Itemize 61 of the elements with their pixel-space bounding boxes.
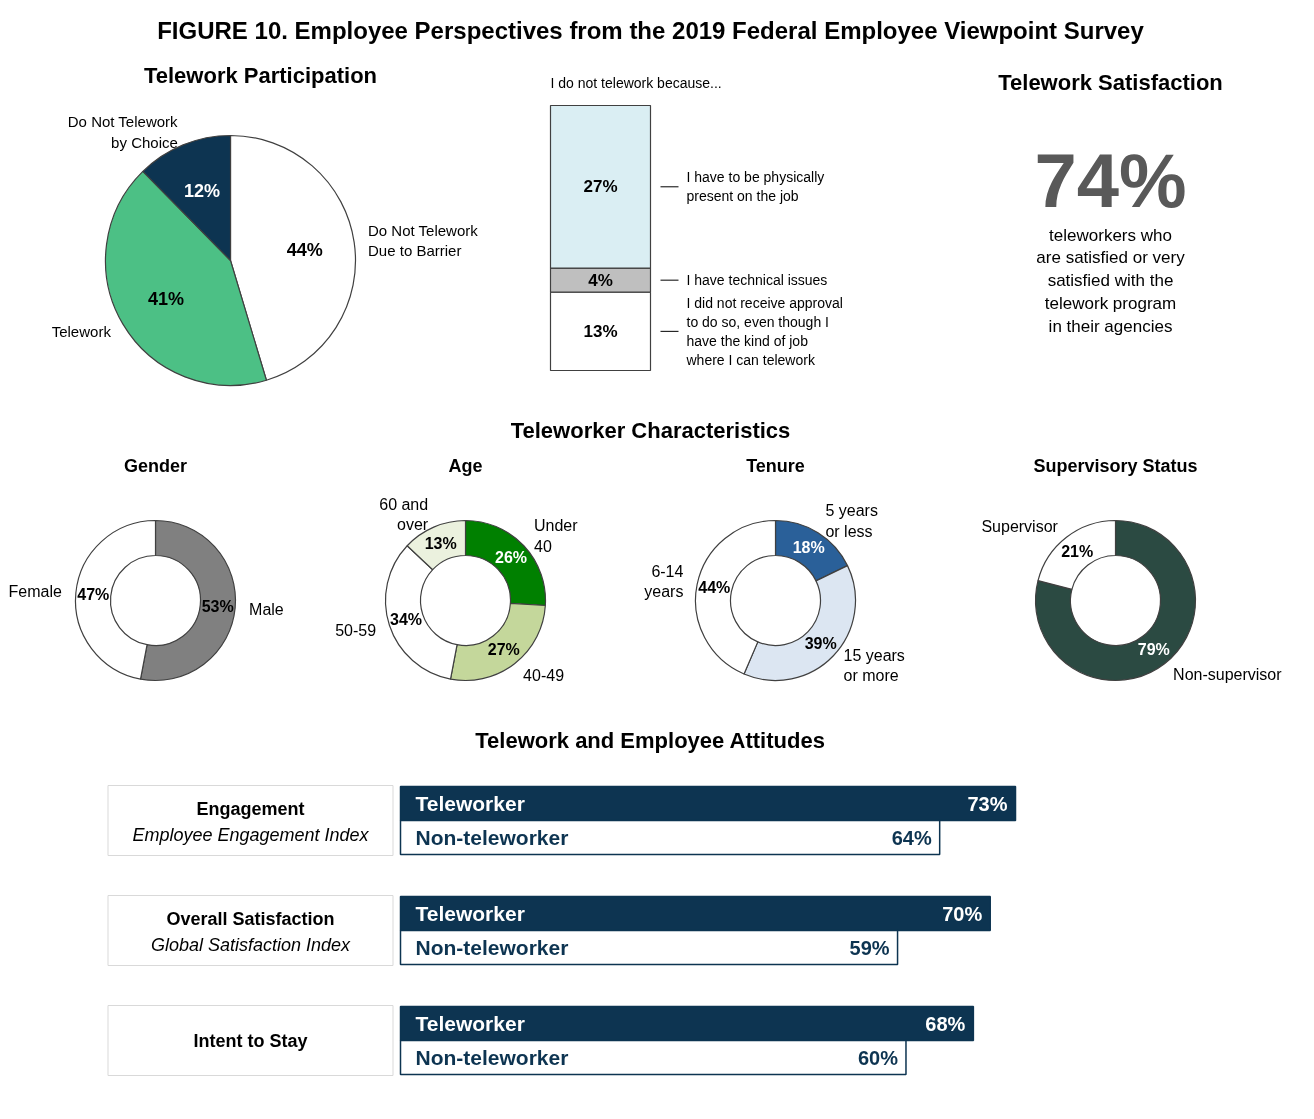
chart-title: Gender xyxy=(123,455,188,476)
slice-label: Female xyxy=(8,583,63,601)
data-label: 13% xyxy=(424,534,457,552)
data-label: 12% xyxy=(184,181,221,202)
slice-label: Supervisor xyxy=(981,517,1059,535)
data-label: 18% xyxy=(792,539,825,557)
text: Non-teleworker xyxy=(415,936,569,959)
series-label: Non-teleworker xyxy=(415,826,569,849)
data-label: 79% xyxy=(1137,641,1170,659)
data-label: 27% xyxy=(583,177,618,197)
text: Telework Satisfaction xyxy=(998,70,1223,95)
data-label: 68% xyxy=(925,1012,966,1035)
slice-label: 6-14 years xyxy=(644,562,684,601)
data-label: 13% xyxy=(583,321,618,341)
data-label: 39% xyxy=(804,635,837,653)
chart-title: Tenure xyxy=(746,455,805,476)
text: I did not receive approval to do so, even though I have the kind of job where I can telework xyxy=(685,294,843,369)
data-label: 47% xyxy=(77,586,110,604)
data-label: 44% xyxy=(698,579,731,597)
chart-title: Supervisory Status xyxy=(1033,455,1198,476)
data-label: 59% xyxy=(849,936,890,959)
data-label: 34% xyxy=(390,611,423,629)
text: 74% xyxy=(1034,138,1187,223)
data-label: 44% xyxy=(286,239,323,260)
text: FIGURE 10. Employee Perspectives from the 2019 Federal Employee Viewpoint Survey xyxy=(157,17,1145,44)
slice-label: 50-59 xyxy=(335,621,377,639)
data-label: 60% xyxy=(857,1046,899,1069)
text: Teleworker xyxy=(415,902,525,925)
slice-label: 15 years or more xyxy=(843,646,905,685)
text: I have to be physically present on the job xyxy=(686,169,825,205)
y-tick-label: Engagement Employee Engagement Index xyxy=(132,798,370,845)
text: teleworkers who are satisfied or very satisfied with the telework program in their agencies xyxy=(1036,225,1186,336)
slice-label: 60 and over xyxy=(379,495,429,533)
slice-label: 5 years or less xyxy=(825,502,878,540)
slice-label: 40-49 xyxy=(523,666,565,684)
data-label: 73% xyxy=(967,792,1008,815)
slice-label: Do Not Telework Due to Barrier xyxy=(368,221,479,260)
chart-title: Telework Participation xyxy=(143,63,378,88)
chart-title: Age xyxy=(448,455,483,476)
slice-label: Non-supervisor xyxy=(1173,666,1283,684)
slice-label: Under 40 xyxy=(534,517,579,555)
y-tick-label: Overall Satisfaction Global Satisfaction Index xyxy=(150,908,352,955)
slice-label: Telework xyxy=(51,322,112,340)
text: Non-teleworker xyxy=(415,1046,569,1069)
data-label: 21% xyxy=(1061,542,1094,560)
data-label: 70% xyxy=(942,902,983,925)
text: I have technical issues xyxy=(686,272,828,289)
slice-label: Do Not Telework by Choice xyxy=(67,113,179,151)
data-label: 41% xyxy=(147,288,184,309)
data-label: 26% xyxy=(495,549,528,567)
data-label: 4% xyxy=(588,270,613,290)
chart-title: Telework and Employee Attitudes xyxy=(475,728,825,753)
data-label: 53% xyxy=(201,597,234,615)
series-label: Teleworker xyxy=(415,792,525,815)
data-label: 27% xyxy=(487,641,520,659)
y-tick-label: Intent to Stay xyxy=(193,1030,308,1051)
text: Teleworker xyxy=(415,1012,525,1035)
chart-title: I do not telework because... xyxy=(550,74,722,91)
slice-label: Male xyxy=(249,600,284,618)
data-label: 64% xyxy=(891,826,932,849)
text: Teleworker Characteristics xyxy=(510,418,791,443)
